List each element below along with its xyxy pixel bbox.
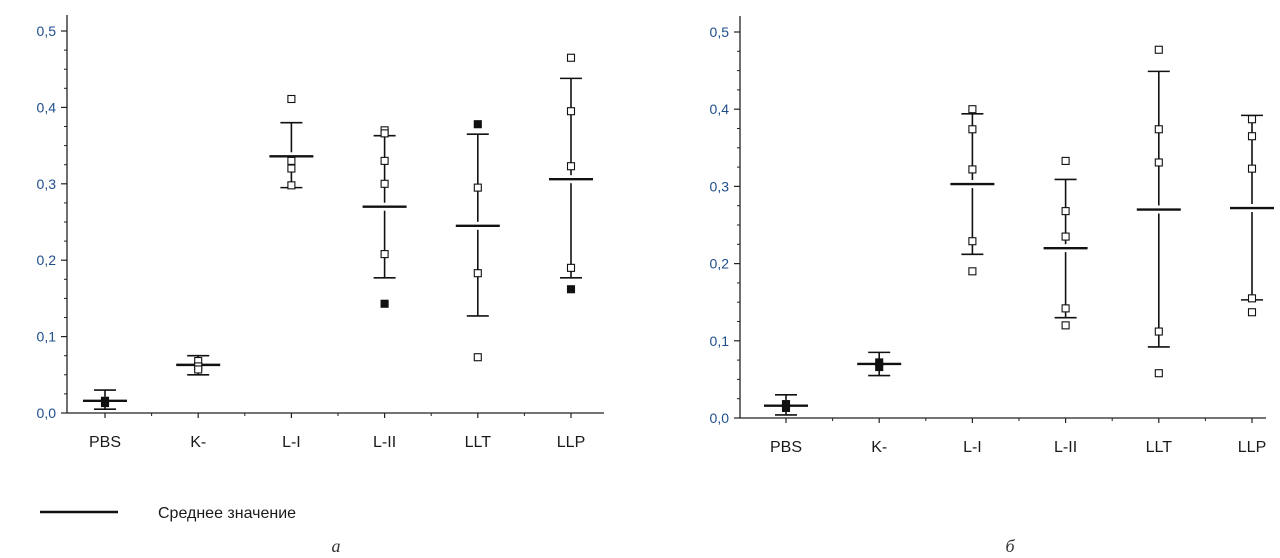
data-point <box>473 269 482 278</box>
data-point <box>1061 207 1070 216</box>
x-tick-label: PBS <box>770 439 802 456</box>
data-point <box>1247 164 1257 173</box>
y-tick-label: 0,5 <box>37 23 57 39</box>
data-point <box>566 263 576 272</box>
data-point <box>1154 125 1163 134</box>
data-point <box>968 165 977 174</box>
data-point <box>1247 132 1257 141</box>
y-tick-label: 0,4 <box>710 101 730 117</box>
data-point <box>1061 304 1070 313</box>
chart-panel-b: 0,0 0,1 0,2 0,3 0,4 0,5 PBS K- L-I L-II LLT LLP <box>710 16 1274 456</box>
data-point <box>380 129 389 138</box>
data-point <box>287 94 296 104</box>
x-tick-label: L-I <box>963 439 982 456</box>
x-tick-label: L-II <box>373 434 396 451</box>
data-point <box>968 125 977 134</box>
data-point <box>781 403 791 413</box>
y-tick-label: 0,0 <box>710 410 730 426</box>
data-point <box>875 362 884 372</box>
data-point <box>1061 321 1070 330</box>
y-tick-label: 0,4 <box>37 99 57 115</box>
x-tick-label: L-I <box>282 434 301 451</box>
x-tick-label: LLP <box>1238 439 1266 456</box>
data-point <box>566 162 576 171</box>
x-tick-label: LLT <box>465 434 492 451</box>
x-tick-label: LLT <box>1146 439 1173 456</box>
data-point <box>1154 327 1163 336</box>
y-tick-label: 0,3 <box>710 178 730 194</box>
y-tick-label: 0,2 <box>710 256 730 272</box>
legend-label: Среднее значение <box>158 505 296 522</box>
data-point <box>1247 308 1257 317</box>
y-tick-label: 0,5 <box>710 24 730 40</box>
data-point <box>968 237 977 246</box>
panel-letter-b: б <box>1005 536 1015 556</box>
data-point <box>194 365 203 374</box>
x-tick-label: L-II <box>1054 439 1077 456</box>
x-tick-label: PBS <box>89 434 121 451</box>
x-tick-label: K- <box>871 439 887 456</box>
y-tick-label: 0,0 <box>37 405 57 421</box>
y-tick-label: 0,1 <box>37 329 57 345</box>
panel-letter-a: а <box>332 536 341 556</box>
data-point <box>287 181 296 190</box>
data-point <box>968 105 977 114</box>
x-tick-label: K- <box>190 434 206 451</box>
x-tick-label: LLP <box>557 434 585 451</box>
data-point <box>1154 45 1163 54</box>
data-point <box>287 164 296 173</box>
data-point <box>1061 232 1070 241</box>
y-tick-label: 0,3 <box>37 176 57 192</box>
data-point <box>968 267 977 276</box>
data-point <box>287 156 296 165</box>
data-point <box>100 399 110 408</box>
data-point <box>380 179 389 188</box>
data-point <box>473 183 482 192</box>
data-point <box>566 285 576 294</box>
chart-panel-a: 0,0 0,1 0,2 0,3 0,4 0,5 PBS K- L-I L-II LLT LLP <box>37 15 604 451</box>
data-point <box>380 156 389 165</box>
legend: Среднее значение <box>40 505 296 522</box>
y-tick-label: 0,1 <box>710 333 730 349</box>
data-point <box>1247 294 1257 303</box>
data-point <box>1061 156 1070 165</box>
data-point <box>566 53 576 62</box>
data-point <box>473 353 482 362</box>
data-point <box>566 107 576 116</box>
data-point <box>380 250 389 259</box>
data-point <box>380 299 389 308</box>
y-tick-label: 0,2 <box>37 252 57 268</box>
data-point <box>1154 158 1163 167</box>
data-point <box>1247 115 1257 124</box>
data-point <box>473 120 482 129</box>
data-point <box>1154 369 1163 378</box>
